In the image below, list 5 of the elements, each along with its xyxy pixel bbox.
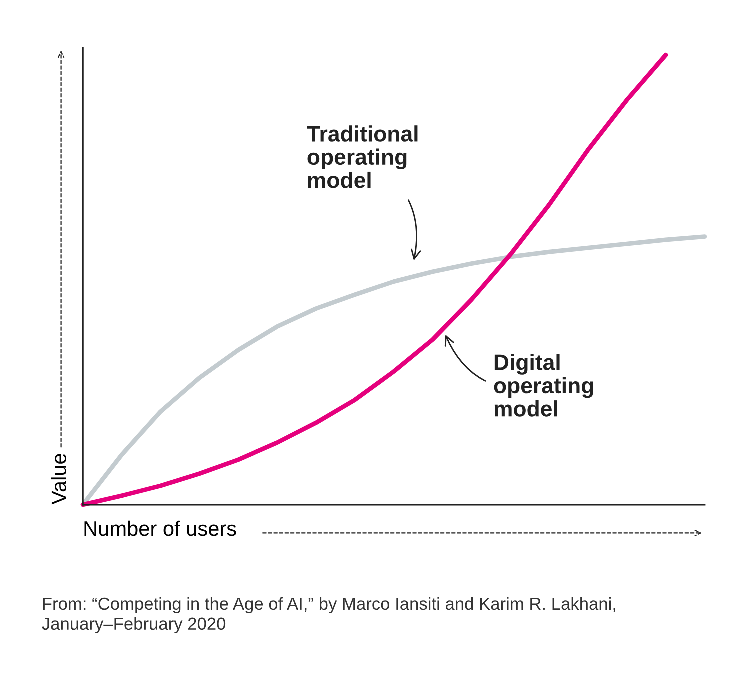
x-axis-title: Number of users [84, 520, 236, 536]
y-axis-title: Value [51, 454, 66, 505]
text: Traditional operating model [307, 126, 418, 188]
text: Digital operating model [494, 354, 594, 417]
text: From: “Competing in the Age of AI,” by Marco Iansiti and Karim R. Lakhani, January–February 2020 [42, 597, 616, 634]
